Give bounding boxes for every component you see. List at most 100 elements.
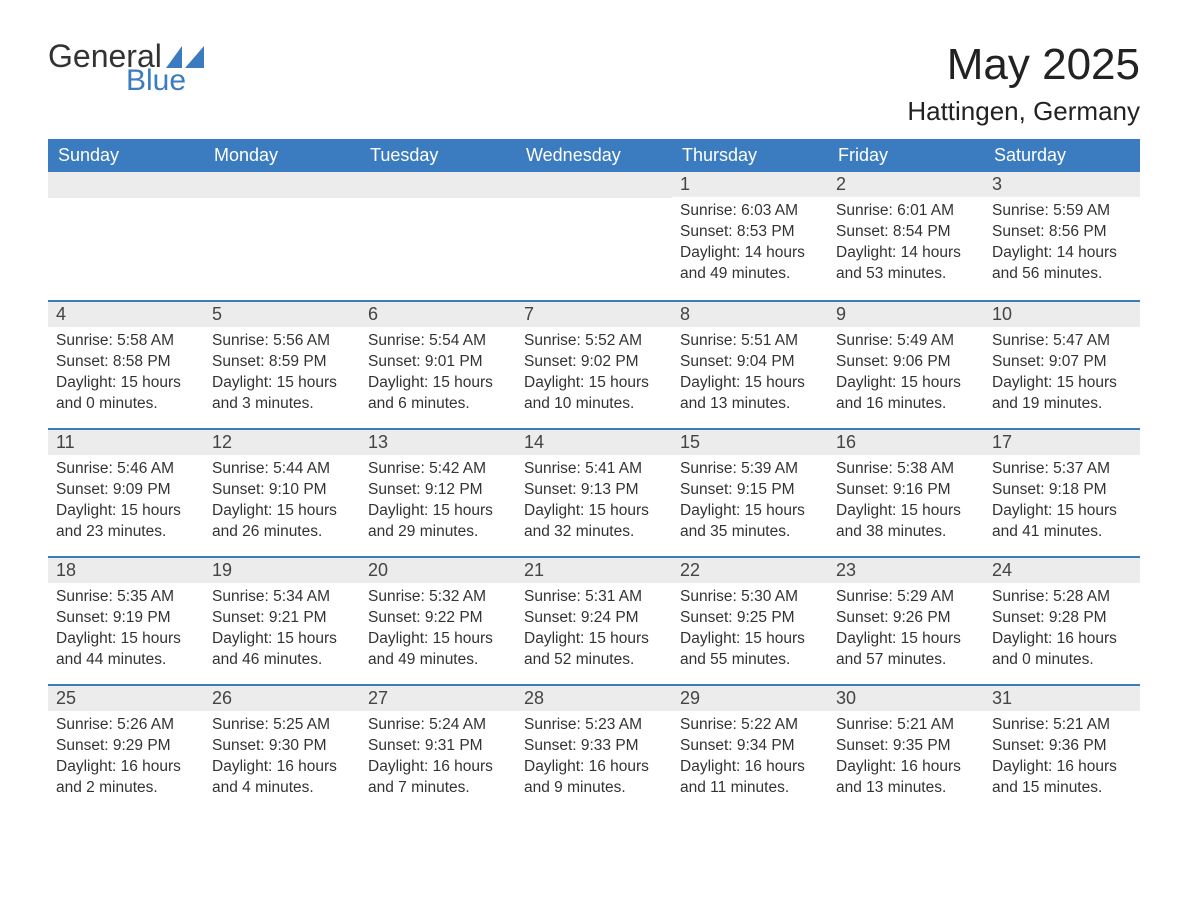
calendar-header-row: SundayMondayTuesdayWednesdayThursdayFrid… bbox=[48, 139, 1140, 172]
calendar-day-cell bbox=[204, 172, 360, 300]
logo-sail-icon bbox=[166, 46, 204, 68]
calendar-day-cell: 21Sunrise: 5:31 AMSunset: 9:24 PMDayligh… bbox=[516, 556, 672, 684]
sunrise-line: Sunrise: 5:39 AM bbox=[680, 459, 820, 480]
day-details: Sunrise: 5:29 AMSunset: 9:26 PMDaylight:… bbox=[828, 583, 984, 681]
day-details: Sunrise: 5:58 AMSunset: 8:58 PMDaylight:… bbox=[48, 327, 204, 425]
sunrise-line: Sunrise: 6:03 AM bbox=[680, 201, 820, 222]
sunrise-line: Sunrise: 5:41 AM bbox=[524, 459, 664, 480]
day-details: Sunrise: 6:01 AMSunset: 8:54 PMDaylight:… bbox=[828, 197, 984, 295]
day-number: 29 bbox=[672, 684, 828, 711]
daylight-line: Daylight: 15 hours and 0 minutes. bbox=[56, 373, 196, 415]
calendar-day-cell: 8Sunrise: 5:51 AMSunset: 9:04 PMDaylight… bbox=[672, 300, 828, 428]
sunset-line: Sunset: 9:36 PM bbox=[992, 736, 1132, 757]
day-details: Sunrise: 5:24 AMSunset: 9:31 PMDaylight:… bbox=[360, 711, 516, 809]
day-number: 24 bbox=[984, 556, 1140, 583]
day-number: 10 bbox=[984, 300, 1140, 327]
day-number: 9 bbox=[828, 300, 984, 327]
day-details: Sunrise: 5:22 AMSunset: 9:34 PMDaylight:… bbox=[672, 711, 828, 809]
sunrise-line: Sunrise: 5:30 AM bbox=[680, 587, 820, 608]
sunrise-line: Sunrise: 5:21 AM bbox=[992, 715, 1132, 736]
daylight-line: Daylight: 15 hours and 32 minutes. bbox=[524, 501, 664, 543]
sunset-line: Sunset: 9:09 PM bbox=[56, 480, 196, 501]
day-number: 18 bbox=[48, 556, 204, 583]
daylight-line: Daylight: 16 hours and 0 minutes. bbox=[992, 629, 1132, 671]
day-number: 11 bbox=[48, 428, 204, 455]
day-number: 28 bbox=[516, 684, 672, 711]
daylight-line: Daylight: 15 hours and 49 minutes. bbox=[368, 629, 508, 671]
daylight-line: Daylight: 15 hours and 16 minutes. bbox=[836, 373, 976, 415]
day-number: 17 bbox=[984, 428, 1140, 455]
day-number: 2 bbox=[828, 172, 984, 197]
sunrise-line: Sunrise: 5:58 AM bbox=[56, 331, 196, 352]
logo: General Blue bbox=[48, 40, 204, 96]
calendar-day-cell: 12Sunrise: 5:44 AMSunset: 9:10 PMDayligh… bbox=[204, 428, 360, 556]
daylight-line: Daylight: 15 hours and 44 minutes. bbox=[56, 629, 196, 671]
daylight-line: Daylight: 15 hours and 35 minutes. bbox=[680, 501, 820, 543]
day-number: 7 bbox=[516, 300, 672, 327]
sunrise-line: Sunrise: 5:44 AM bbox=[212, 459, 352, 480]
sunset-line: Sunset: 9:21 PM bbox=[212, 608, 352, 629]
calendar-table: SundayMondayTuesdayWednesdayThursdayFrid… bbox=[48, 139, 1140, 812]
weekday-header: Monday bbox=[204, 139, 360, 172]
sunrise-line: Sunrise: 5:51 AM bbox=[680, 331, 820, 352]
calendar-day-cell bbox=[48, 172, 204, 300]
sunrise-line: Sunrise: 5:28 AM bbox=[992, 587, 1132, 608]
day-number: 4 bbox=[48, 300, 204, 327]
daylight-line: Daylight: 16 hours and 7 minutes. bbox=[368, 757, 508, 799]
sunset-line: Sunset: 9:29 PM bbox=[56, 736, 196, 757]
calendar-day-cell: 6Sunrise: 5:54 AMSunset: 9:01 PMDaylight… bbox=[360, 300, 516, 428]
calendar-day-cell: 3Sunrise: 5:59 AMSunset: 8:56 PMDaylight… bbox=[984, 172, 1140, 300]
day-number: 14 bbox=[516, 428, 672, 455]
sunrise-line: Sunrise: 5:54 AM bbox=[368, 331, 508, 352]
sunset-line: Sunset: 9:12 PM bbox=[368, 480, 508, 501]
month-title: May 2025 bbox=[907, 40, 1140, 90]
daylight-line: Daylight: 16 hours and 4 minutes. bbox=[212, 757, 352, 799]
daylight-line: Daylight: 16 hours and 2 minutes. bbox=[56, 757, 196, 799]
sunset-line: Sunset: 9:35 PM bbox=[836, 736, 976, 757]
day-details: Sunrise: 6:03 AMSunset: 8:53 PMDaylight:… bbox=[672, 197, 828, 295]
daylight-line: Daylight: 14 hours and 49 minutes. bbox=[680, 243, 820, 285]
day-number: 26 bbox=[204, 684, 360, 711]
calendar-day-cell: 20Sunrise: 5:32 AMSunset: 9:22 PMDayligh… bbox=[360, 556, 516, 684]
daylight-line: Daylight: 15 hours and 3 minutes. bbox=[212, 373, 352, 415]
sunrise-line: Sunrise: 5:38 AM bbox=[836, 459, 976, 480]
calendar-day-cell: 2Sunrise: 6:01 AMSunset: 8:54 PMDaylight… bbox=[828, 172, 984, 300]
day-details: Sunrise: 5:41 AMSunset: 9:13 PMDaylight:… bbox=[516, 455, 672, 553]
sunset-line: Sunset: 9:13 PM bbox=[524, 480, 664, 501]
sunrise-line: Sunrise: 5:37 AM bbox=[992, 459, 1132, 480]
day-details: Sunrise: 5:26 AMSunset: 9:29 PMDaylight:… bbox=[48, 711, 204, 809]
calendar-day-cell: 19Sunrise: 5:34 AMSunset: 9:21 PMDayligh… bbox=[204, 556, 360, 684]
sunset-line: Sunset: 8:59 PM bbox=[212, 352, 352, 373]
sunset-line: Sunset: 9:18 PM bbox=[992, 480, 1132, 501]
sunset-line: Sunset: 9:25 PM bbox=[680, 608, 820, 629]
calendar-day-cell: 17Sunrise: 5:37 AMSunset: 9:18 PMDayligh… bbox=[984, 428, 1140, 556]
calendar-day-cell: 7Sunrise: 5:52 AMSunset: 9:02 PMDaylight… bbox=[516, 300, 672, 428]
title-block: May 2025 Hattingen, Germany bbox=[907, 40, 1140, 127]
day-number: 3 bbox=[984, 172, 1140, 197]
sunset-line: Sunset: 9:19 PM bbox=[56, 608, 196, 629]
calendar-day-cell: 22Sunrise: 5:30 AMSunset: 9:25 PMDayligh… bbox=[672, 556, 828, 684]
sunset-line: Sunset: 9:10 PM bbox=[212, 480, 352, 501]
calendar-day-cell: 18Sunrise: 5:35 AMSunset: 9:19 PMDayligh… bbox=[48, 556, 204, 684]
sunset-line: Sunset: 9:34 PM bbox=[680, 736, 820, 757]
day-number: 19 bbox=[204, 556, 360, 583]
day-details: Sunrise: 5:31 AMSunset: 9:24 PMDaylight:… bbox=[516, 583, 672, 681]
calendar-day-cell: 28Sunrise: 5:23 AMSunset: 9:33 PMDayligh… bbox=[516, 684, 672, 812]
daylight-line: Daylight: 15 hours and 46 minutes. bbox=[212, 629, 352, 671]
sunset-line: Sunset: 9:04 PM bbox=[680, 352, 820, 373]
day-number-empty bbox=[48, 172, 204, 198]
day-details: Sunrise: 5:44 AMSunset: 9:10 PMDaylight:… bbox=[204, 455, 360, 553]
sunset-line: Sunset: 9:26 PM bbox=[836, 608, 976, 629]
sunset-line: Sunset: 8:58 PM bbox=[56, 352, 196, 373]
sunset-line: Sunset: 9:07 PM bbox=[992, 352, 1132, 373]
sunset-line: Sunset: 8:54 PM bbox=[836, 222, 976, 243]
day-details: Sunrise: 5:37 AMSunset: 9:18 PMDaylight:… bbox=[984, 455, 1140, 553]
daylight-line: Daylight: 15 hours and 38 minutes. bbox=[836, 501, 976, 543]
sunrise-line: Sunrise: 6:01 AM bbox=[836, 201, 976, 222]
sunrise-line: Sunrise: 5:46 AM bbox=[56, 459, 196, 480]
daylight-line: Daylight: 14 hours and 53 minutes. bbox=[836, 243, 976, 285]
sunrise-line: Sunrise: 5:47 AM bbox=[992, 331, 1132, 352]
weekday-header: Friday bbox=[828, 139, 984, 172]
daylight-line: Daylight: 16 hours and 9 minutes. bbox=[524, 757, 664, 799]
sunrise-line: Sunrise: 5:25 AM bbox=[212, 715, 352, 736]
